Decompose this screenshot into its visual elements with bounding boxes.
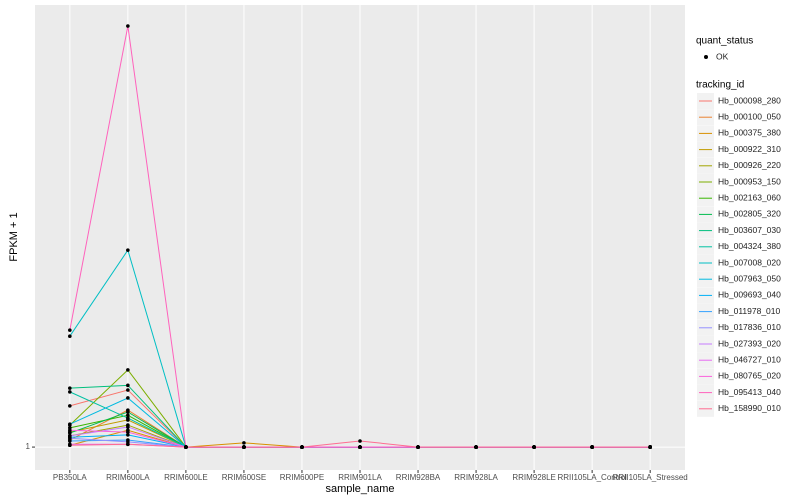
data-point: [68, 443, 72, 448]
y-axis-title: FPKM + 1: [8, 212, 20, 261]
data-point: [126, 413, 130, 418]
x-tick-label: RRIM928LA: [454, 473, 498, 482]
x-tick-label: RRIM901LA: [338, 473, 382, 482]
data-point: [68, 431, 72, 435]
data-point: [126, 410, 130, 414]
legend-label: Hb_046727_010: [718, 354, 781, 364]
legend-point: [704, 55, 708, 59]
legend-label: Hb_000098_280: [718, 95, 781, 105]
legend-label: Hb_000926_220: [718, 160, 781, 170]
data-point: [126, 383, 130, 388]
data-point: [474, 445, 478, 449]
legend-label: Hb_007963_050: [718, 273, 781, 283]
x-tick-label: RRIM928LE: [512, 473, 556, 482]
x-tick-label: RRII105LA_Stressed: [613, 473, 688, 482]
data-point: [68, 328, 72, 332]
x-tick-label: RRIM600SE: [222, 473, 266, 482]
data-point: [126, 396, 130, 400]
data-point: [648, 445, 652, 449]
legend-label: Hb_003607_030: [718, 225, 781, 235]
legend-label: Hb_000953_150: [718, 176, 781, 186]
data-point: [184, 445, 188, 449]
data-point: [126, 425, 130, 429]
legend-label: Hb_027393_020: [718, 338, 781, 348]
data-point: [532, 445, 536, 449]
x-axis-title: sample_name: [325, 483, 394, 495]
legend-label: Hb_009693_040: [718, 290, 781, 300]
legend-label: Hb_095413_040: [718, 387, 781, 397]
data-point: [68, 390, 72, 394]
data-point: [242, 441, 246, 445]
data-point: [68, 428, 72, 433]
legend-label: Hb_011978_010: [718, 306, 781, 316]
legend-label: Hb_000922_310: [718, 144, 781, 154]
data-point: [242, 445, 246, 449]
data-point: [126, 24, 130, 28]
x-tick-label: RRII105LA_Control: [557, 473, 627, 482]
legend-label: Hb_000100_050: [718, 111, 781, 121]
x-tick-label: RRIM600PE: [280, 473, 324, 482]
data-point: [126, 368, 130, 372]
data-point: [126, 433, 130, 437]
data-point: [590, 445, 594, 449]
data-point: [126, 442, 130, 447]
x-tick-label: RRIM600LA: [106, 473, 150, 482]
legend-label: Hb_017836_010: [718, 322, 781, 332]
data-point: [358, 445, 362, 449]
data-point: [126, 416, 130, 420]
legend-label: OK: [716, 51, 729, 61]
legend-label: Hb_002805_320: [718, 209, 781, 219]
data-point: [416, 445, 420, 449]
data-point: [68, 334, 72, 339]
data-point: [126, 430, 130, 434]
legend-label: Hb_007008_020: [718, 257, 781, 267]
x-tick-label: RRIM928BA: [396, 473, 441, 482]
legend-label: Hb_080765_020: [718, 371, 781, 381]
data-point: [126, 388, 130, 392]
legend-label: Hb_002163_060: [718, 192, 781, 202]
data-point: [68, 404, 72, 408]
data-point: [300, 445, 304, 449]
data-point: [68, 386, 72, 390]
data-point: [68, 434, 72, 438]
legend-label: Hb_004324_380: [718, 241, 781, 251]
legend-title: quant_status: [696, 36, 753, 47]
x-tick-label: PB350LA: [53, 473, 87, 482]
data-point: [68, 422, 72, 426]
legend-label: Hb_000375_380: [718, 128, 781, 138]
data-point: [126, 248, 130, 252]
legend-title: tracking_id: [696, 80, 744, 91]
x-tick-label: RRIM600LE: [164, 473, 208, 482]
legend-label: Hb_158990_010: [718, 403, 781, 413]
data-point: [68, 439, 72, 443]
y-tick-label: 1: [26, 442, 31, 451]
data-point: [358, 439, 362, 443]
